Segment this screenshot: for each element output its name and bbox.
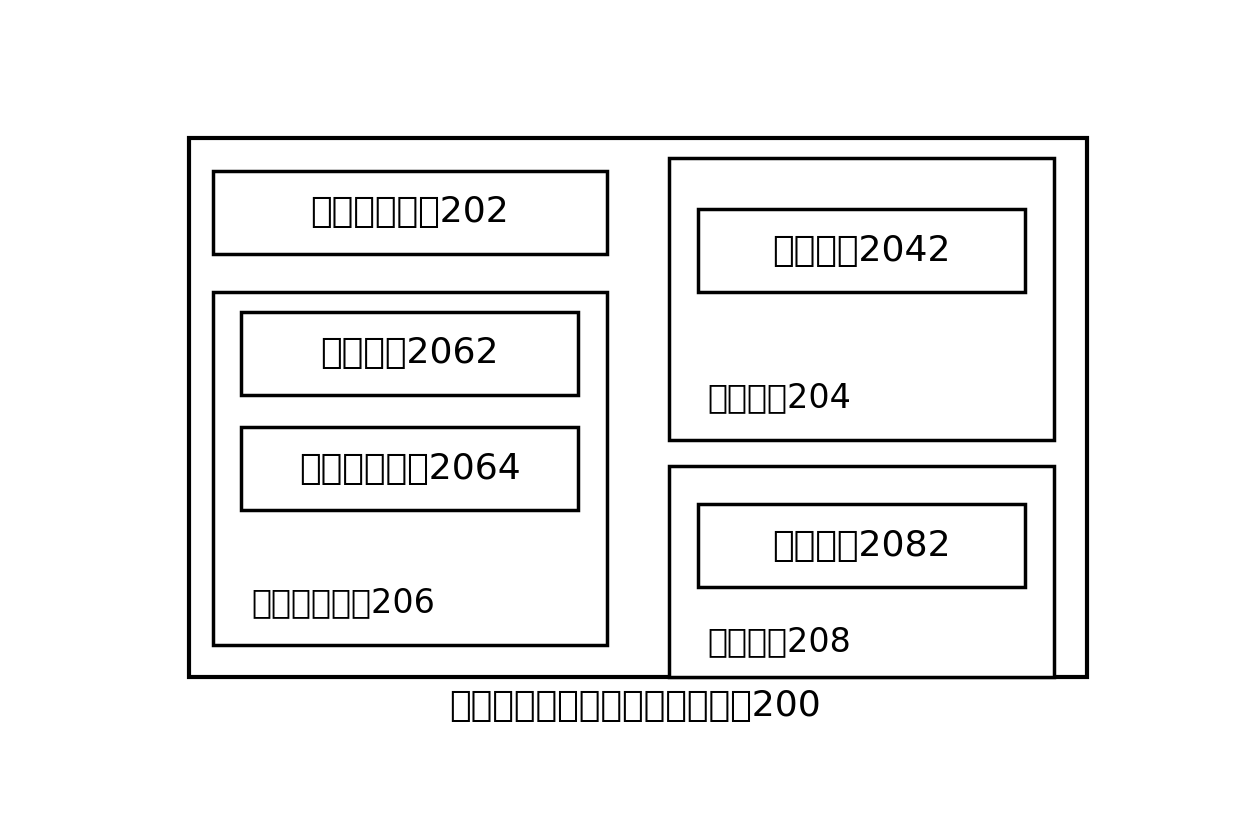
Text: 用于微小区快速开关的传输装置200: 用于微小区快速开关的传输装置200 [450,689,821,723]
Bar [698,504,1024,587]
Text: 记录单元2082: 记录单元2082 [773,529,951,563]
Text: 解析单元2062: 解析单元2062 [320,337,498,371]
Bar [670,466,1054,677]
Text: 获取单元208: 获取单元208 [708,625,852,658]
Text: 第一通知单元202: 第一通知单元202 [310,195,510,229]
Bar [242,312,578,395]
Text: 判断单元204: 判断单元204 [708,382,852,414]
Text: 发送单元2042: 发送单元2042 [773,234,951,267]
Text: 第二通知单元206: 第二通知单元206 [250,586,435,620]
Bar [242,427,578,511]
Bar [670,157,1054,440]
Text: 状态判断单元2064: 状态判断单元2064 [299,451,521,486]
Bar [698,209,1024,292]
Bar [213,292,606,645]
Bar [213,171,606,254]
Bar [188,138,1087,677]
